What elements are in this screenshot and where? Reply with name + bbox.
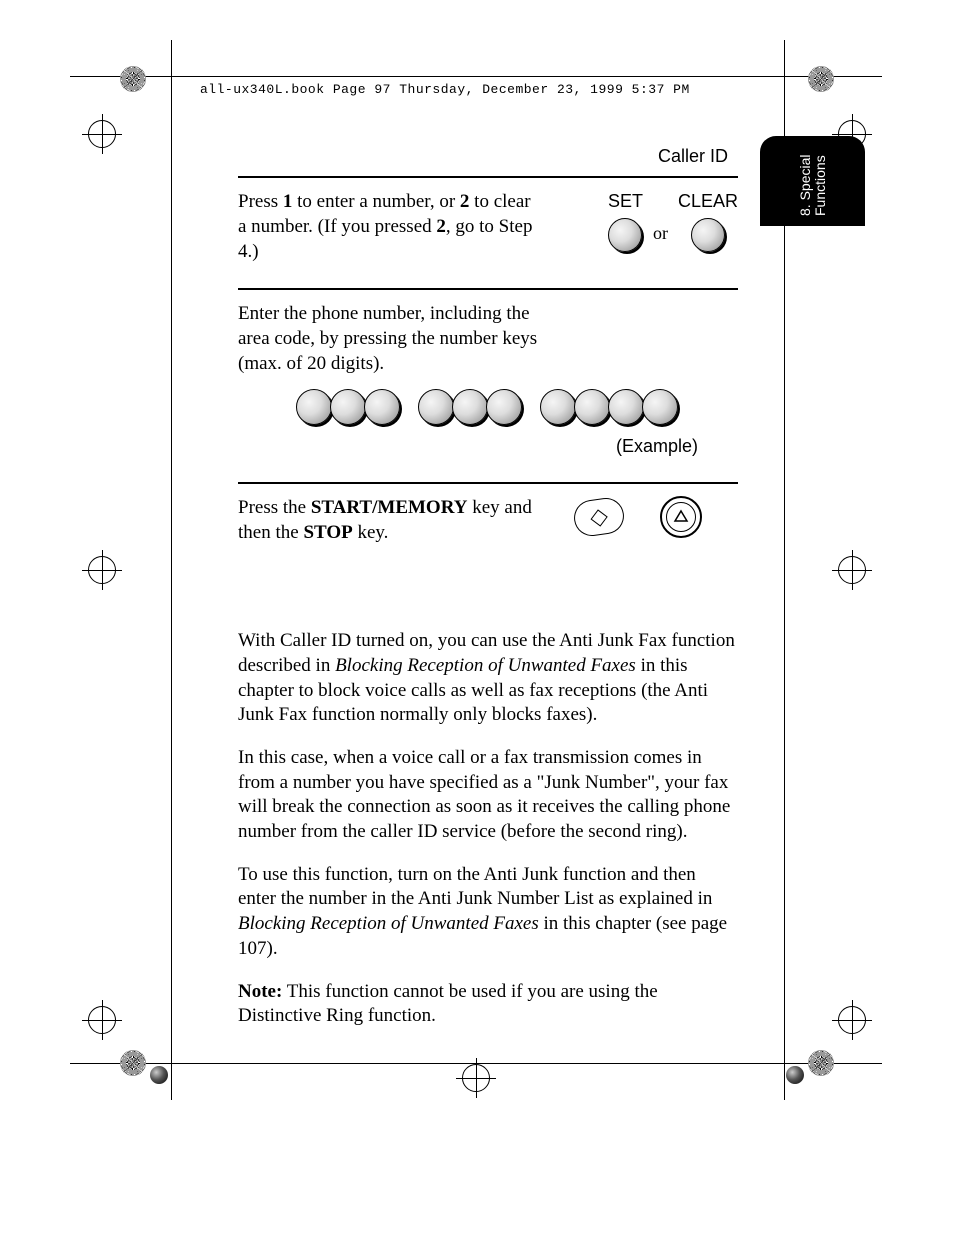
note-paragraph: Note: This function cannot be used if yo…	[238, 980, 738, 1029]
decor-sunburst	[808, 1050, 834, 1076]
chapter-tab-label: 8. SpecialFunctions	[798, 155, 830, 216]
phone-keys-figure	[238, 389, 738, 425]
decor-sunburst	[808, 66, 834, 92]
paragraph-2: In this case, when a voice call or a fax…	[238, 746, 738, 845]
clear-button-icon	[691, 218, 725, 252]
chapter-tab: 8. SpecialFunctions	[760, 136, 865, 226]
decor-dot	[786, 1066, 804, 1084]
step-3-text: Press the START/MEMORY key and then the …	[238, 496, 538, 545]
example-label: (Example)	[238, 435, 738, 458]
paragraph-3: To use this function, turn on the Anti J…	[238, 863, 738, 962]
number-key-icon	[452, 389, 488, 425]
page-content: Caller ID Press 1 to enter a number, or …	[238, 145, 738, 1047]
step-3: Press the START/MEMORY key and then the …	[238, 482, 738, 569]
number-key-icon	[540, 389, 576, 425]
number-key-icon	[574, 389, 610, 425]
clear-label: CLEAR	[678, 190, 738, 213]
number-key-icon	[296, 389, 332, 425]
page-title: Caller ID	[238, 145, 738, 176]
number-key-icon	[608, 389, 644, 425]
decor-sunburst	[120, 1050, 146, 1076]
stop-button-icon	[660, 496, 702, 538]
step-1: Press 1 to enter a number, or 2 to clear…	[238, 176, 738, 288]
number-key-icon	[418, 389, 454, 425]
running-header: all-ux340L.book Page 97 Thursday, Decemb…	[200, 82, 690, 99]
body-text: With Caller ID turned on, you can use th…	[238, 629, 738, 1029]
step-2-text: Enter the phone number, including the ar…	[238, 302, 558, 376]
crop-line-top	[70, 76, 882, 77]
step-3-figure	[538, 496, 738, 538]
decor-dot	[150, 1066, 168, 1084]
step-1-text: Press 1 to enter a number, or 2 to clear…	[238, 190, 538, 264]
key-group	[298, 389, 400, 425]
number-key-icon	[364, 389, 400, 425]
start-memory-button-icon	[572, 496, 627, 539]
set-label: SET	[608, 190, 643, 213]
number-key-icon	[330, 389, 366, 425]
set-button-icon	[608, 218, 642, 252]
crop-line-left	[171, 40, 172, 1100]
key-group	[420, 389, 522, 425]
number-key-icon	[642, 389, 678, 425]
step-2: Enter the phone number, including the ar…	[238, 288, 738, 481]
key-group	[542, 389, 678, 425]
paragraph-1: With Caller ID turned on, you can use th…	[238, 629, 738, 728]
step-1-figure: SET or CLEAR	[538, 190, 738, 251]
or-text: or	[653, 222, 668, 251]
decor-sunburst	[120, 66, 146, 92]
number-key-icon	[486, 389, 522, 425]
